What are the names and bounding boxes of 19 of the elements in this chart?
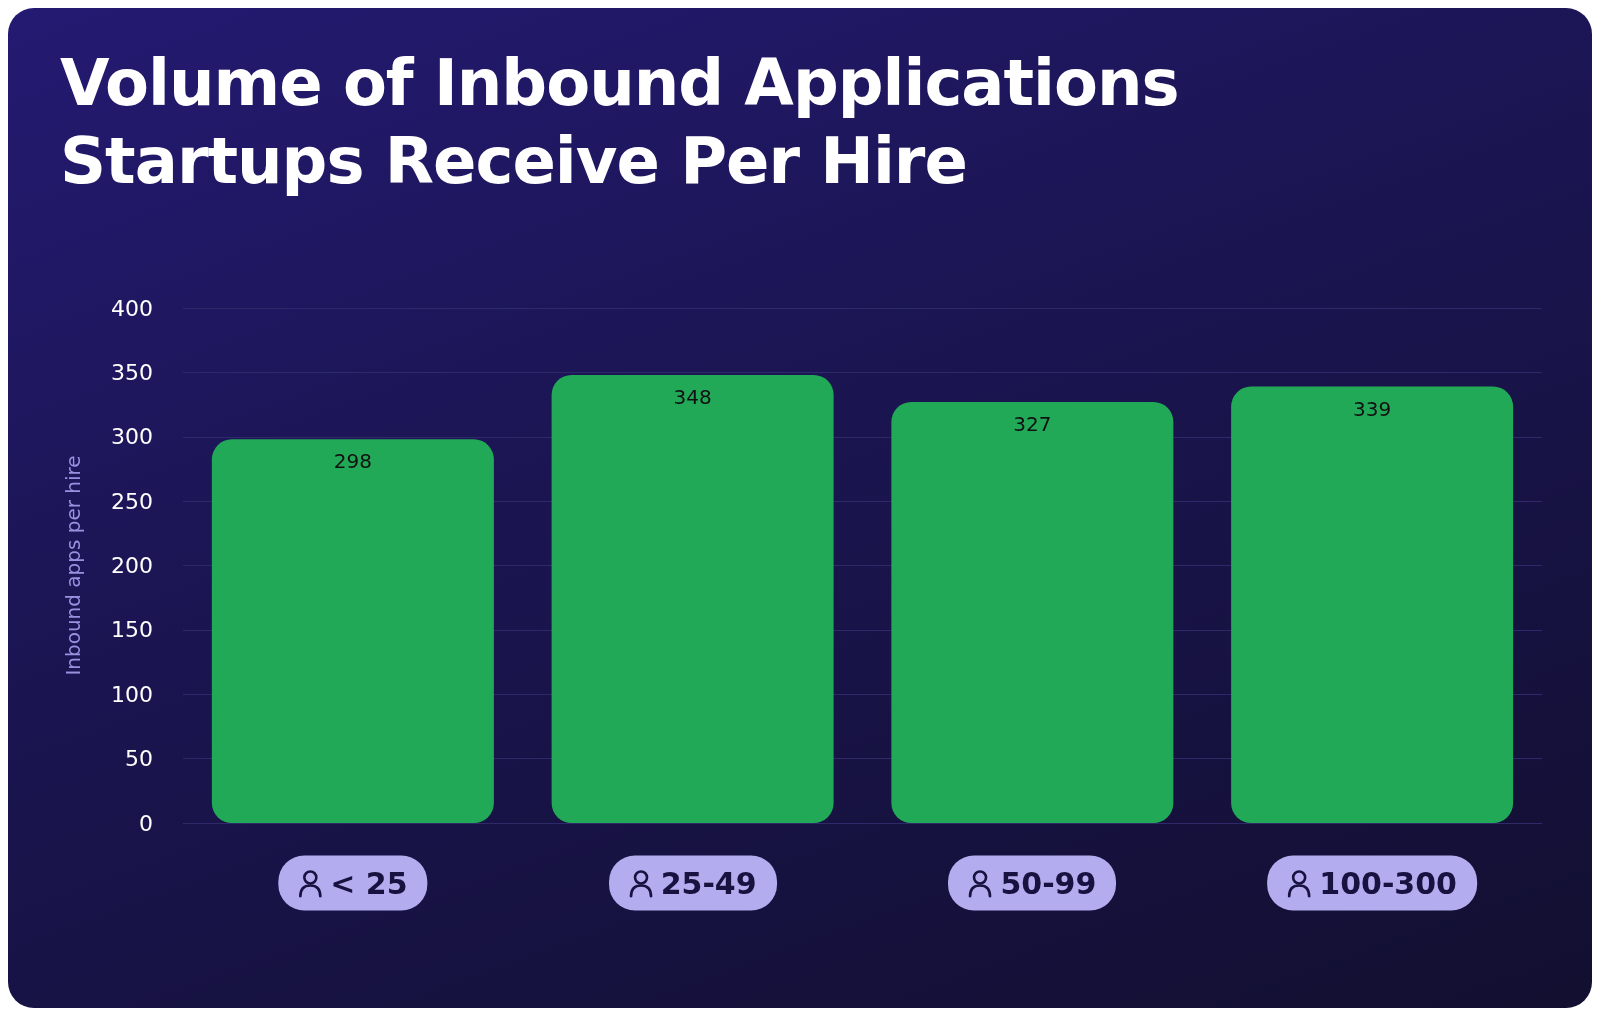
y-tick-label: 50	[125, 746, 153, 772]
x-tick-label: 25-49	[660, 865, 757, 901]
x-tick-label: < 25	[330, 865, 408, 901]
y-tick-label: 300	[111, 424, 153, 450]
data-label: 339	[1353, 396, 1392, 421]
y-tick-label: 100	[111, 681, 153, 707]
y-tick-label: 150	[111, 617, 153, 643]
y-tick-label: 350	[111, 359, 153, 385]
x-tick-label: 50-99	[1000, 865, 1097, 901]
y-tick-label: 250	[111, 488, 153, 514]
x-tick-label: 100-300	[1319, 865, 1457, 901]
data-label: 348	[673, 384, 712, 409]
data-label: 327	[1013, 411, 1052, 436]
chart-title: Volume of Inbound Applications Startups Receive Per Hire	[60, 45, 1180, 200]
y-tick-label: 400	[111, 295, 153, 321]
y-tick-label: 0	[139, 810, 153, 836]
y-axis-title: Inbound apps per hire	[61, 455, 85, 676]
y-tick-label: 200	[111, 553, 153, 578]
data-label: 298	[333, 449, 372, 474]
